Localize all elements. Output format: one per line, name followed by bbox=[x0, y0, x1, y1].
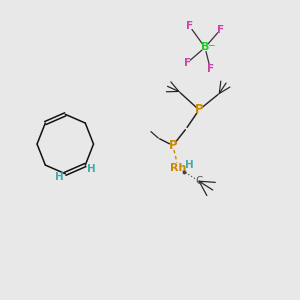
Text: H: H bbox=[87, 164, 96, 174]
Text: P: P bbox=[195, 103, 203, 116]
Text: B: B bbox=[201, 43, 209, 52]
Text: C: C bbox=[195, 176, 203, 186]
Text: F: F bbox=[217, 25, 224, 34]
Text: Rh: Rh bbox=[170, 163, 186, 173]
Text: P: P bbox=[169, 139, 177, 152]
Text: −: − bbox=[207, 40, 214, 49]
Text: H: H bbox=[55, 172, 64, 182]
Text: H: H bbox=[185, 160, 194, 170]
Text: F: F bbox=[207, 64, 214, 74]
Text: F: F bbox=[184, 58, 191, 68]
Text: F: F bbox=[186, 21, 193, 31]
